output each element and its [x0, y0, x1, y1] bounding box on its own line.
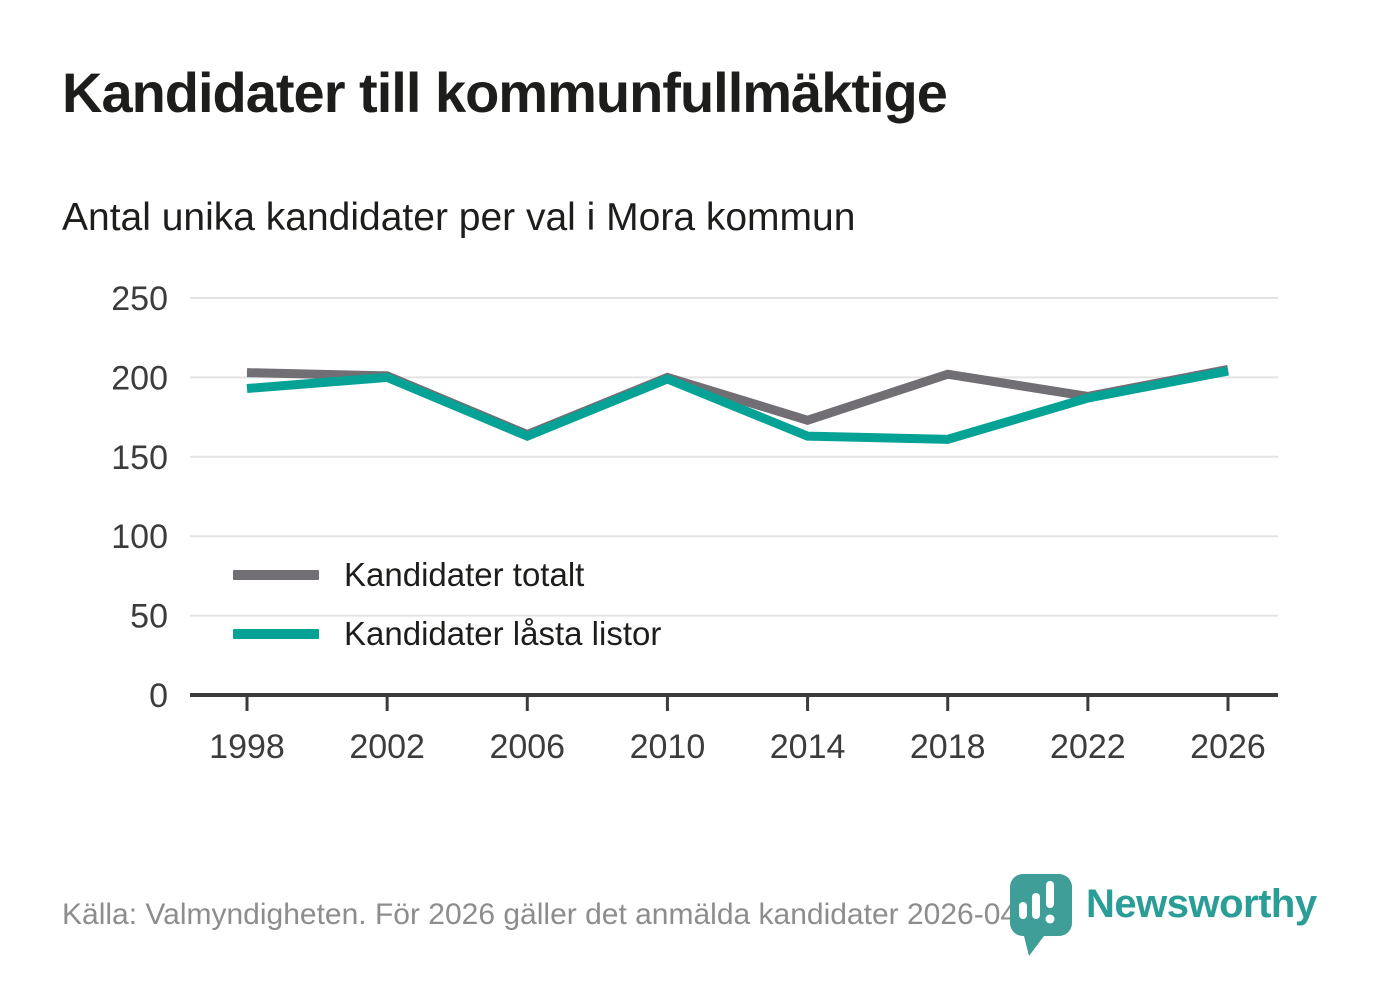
newsworthy-wordmark: Newsworthy	[1086, 882, 1317, 926]
y-axis-tick-label: 200	[111, 359, 168, 397]
x-axis-tick-label: 1998	[209, 728, 285, 766]
y-axis-tick-label: 250	[111, 280, 168, 318]
legend-label-locked: Kandidater låsta listor	[344, 615, 662, 652]
legend-item-locked: Kandidater låsta listor	[233, 615, 661, 653]
newsworthy-logo: Newsworthy	[1008, 872, 1317, 960]
page-subtitle: Antal unika kandidater per val i Mora ko…	[62, 196, 856, 239]
y-axis-tick-label: 50	[130, 598, 168, 636]
x-axis-tick-label: 2022	[1050, 728, 1126, 766]
x-axis-tick-label: 2018	[910, 728, 986, 766]
series-line-locked	[246, 366, 1229, 444]
source-note: Källa: Valmyndigheten. För 2026 gäller d…	[62, 898, 1069, 931]
legend-label-total: Kandidater totalt	[344, 556, 585, 593]
legend-swatch-total	[233, 570, 319, 580]
legend-swatch-locked	[233, 629, 319, 639]
y-axis-tick-label: 100	[111, 518, 168, 556]
legend-item-total: Kandidater totalt	[233, 556, 661, 594]
newsworthy-pin-barchart-icon	[1010, 874, 1072, 956]
x-axis-tick-label: 2026	[1190, 728, 1266, 766]
x-axis-tick-label: 2002	[349, 728, 425, 766]
x-axis-tick-label: 2010	[630, 728, 706, 766]
chart-legend: Kandidater totalt Kandidater låsta listo…	[233, 556, 661, 653]
x-axis-tick-label: 2014	[770, 728, 846, 766]
y-axis-tick-label: 0	[149, 677, 168, 715]
page-title: Kandidater till kommunfullmäktige	[62, 61, 948, 124]
x-axis-tick-label: 2006	[489, 728, 565, 766]
y-axis-tick-label: 150	[111, 439, 168, 477]
